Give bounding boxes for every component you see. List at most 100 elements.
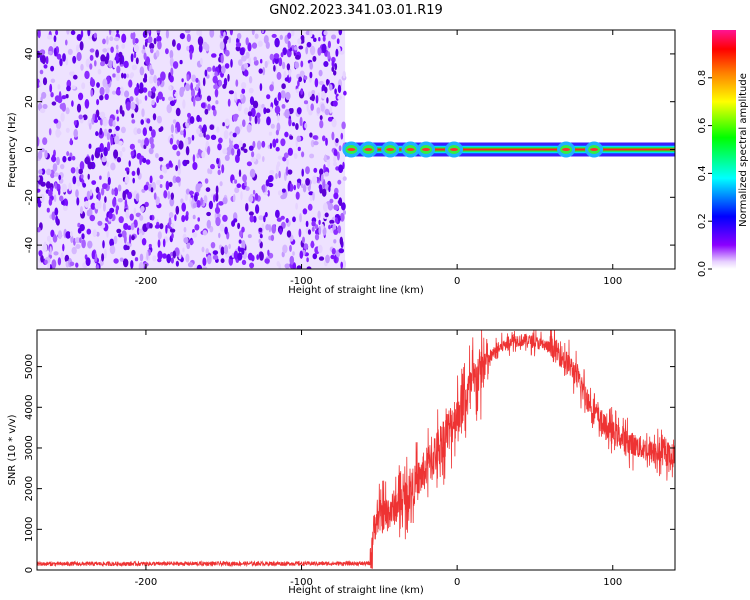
noise-blob [298,76,303,83]
noise-blob [331,60,335,68]
noise-blob [106,161,109,167]
noise-blob [322,35,326,42]
noise-blob [268,131,273,136]
noise-blob [57,230,63,240]
x-tick-label: -200 [135,276,158,287]
noise-blob [95,49,99,58]
noise-blob [333,161,338,167]
noise-blob [303,243,309,250]
noise-blob [218,232,221,239]
noise-blob [324,171,330,177]
noise-blob [302,236,305,244]
noise-blob [133,207,137,214]
noise-blob [318,69,323,77]
noise-blob [248,87,254,94]
noise-blob [127,191,133,200]
noise-blob [147,36,153,44]
noise-blob [78,114,83,120]
noise-blob [259,251,264,261]
noise-blob [124,176,130,184]
noise-blob [302,184,307,193]
noise-blob [242,174,248,183]
noise-blob [196,30,200,36]
noise-blob [56,156,60,166]
noise-blob [175,107,181,117]
noise-blob [131,235,135,241]
noise-blob [37,78,40,88]
noise-blob [324,154,327,162]
signal-core [345,148,675,151]
noise-blob [217,169,221,176]
noise-blob [130,222,135,231]
noise-blob [222,122,225,127]
noise-blob [265,179,270,187]
noise-blob [305,46,309,55]
signal-peak-center [347,148,356,151]
noise-blob [116,65,121,74]
noise-blob [112,197,117,207]
noise-blob [260,58,263,64]
noise-blob [102,183,108,190]
noise-blob [149,68,155,76]
noise-blob [224,49,230,57]
noise-blob [57,95,63,104]
noise-blob [256,112,261,118]
noise-blob [45,181,51,189]
noise-blob [192,231,198,238]
noise-blob [101,156,107,163]
noise-blob [121,33,127,43]
noise-blob [102,240,105,249]
noise-blob [192,162,198,170]
noise-blob [122,190,126,201]
noise-blob [320,173,324,183]
noise-blob [152,86,156,93]
noise-blob [81,82,86,90]
noise-blob [145,159,151,165]
noise-blob [169,197,175,207]
noise-blob [296,265,302,269]
noise-blob [151,129,156,138]
noise-blob [237,252,243,261]
noise-blob [37,137,40,147]
noise-blob [302,249,306,256]
noise-blob [233,250,239,260]
y-tick-label: 4000 [24,395,35,420]
noise-blob [201,246,205,253]
noise-blob [94,60,97,67]
noise-blob [282,47,288,56]
colorbar-tick-label: 0.8 [697,70,708,86]
noise-blob [142,30,148,38]
noise-blob [111,188,115,195]
noise-blob [115,125,120,131]
noise-blob [230,148,235,156]
noise-blob [187,112,191,118]
noise-blob [108,128,112,133]
noise-blob [281,104,286,109]
noise-blob [228,90,234,95]
noise-blob [275,129,279,136]
noise-blob [174,214,177,222]
noise-blob [309,62,314,70]
noise-blob [175,176,181,183]
noise-blob [272,138,277,148]
noise-blob [48,128,52,136]
noise-blob [46,168,52,176]
noise-blob [113,235,118,245]
noise-blob [285,91,291,101]
noise-blob [141,49,146,54]
noise-blob [78,92,84,101]
noise-blob [178,140,184,150]
noise-blob [96,99,100,106]
noise-blob [340,261,344,269]
noise-blob [169,100,176,107]
noise-blob [208,200,213,210]
noise-blob [157,258,162,263]
noise-blob [163,190,168,199]
noise-blob [66,85,71,92]
noise-blob [156,115,162,124]
noise-blob [212,254,219,260]
noise-blob [87,173,90,180]
noise-blob [259,241,263,249]
noise-blob [157,80,160,87]
noise-blob [241,55,247,62]
